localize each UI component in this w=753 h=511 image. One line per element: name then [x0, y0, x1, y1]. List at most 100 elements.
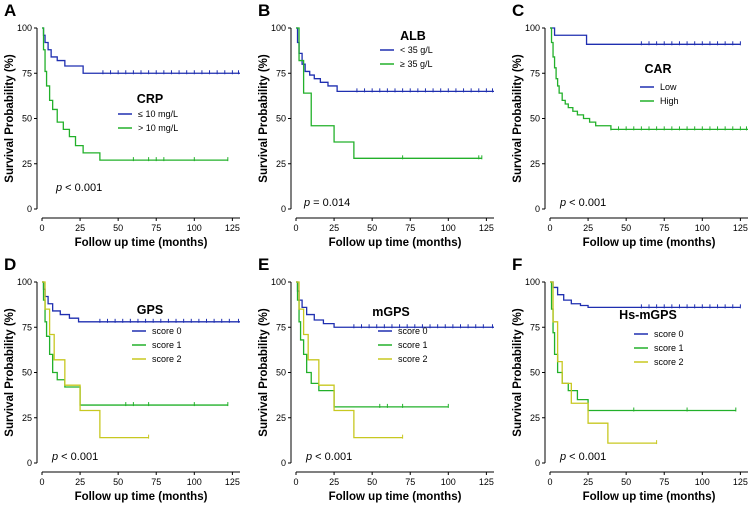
- x-tick-label: 0: [293, 477, 298, 487]
- p-value-symbol: p: [55, 182, 62, 194]
- x-axis-label: Follow up time (months): [583, 491, 716, 503]
- y-tick-label: 75: [276, 322, 286, 332]
- p-value: p < 0.001: [559, 197, 606, 209]
- legend: Low High: [640, 82, 679, 106]
- x-tick-label: 75: [405, 477, 415, 487]
- x-tick-label: 0: [39, 477, 44, 487]
- y-tick-label: 25: [530, 159, 540, 169]
- x-tick-label: 25: [75, 477, 85, 487]
- series-line--10-mg-l: [42, 27, 228, 161]
- x-tick-label: 50: [367, 477, 377, 487]
- y-tick-label: 100: [271, 23, 286, 33]
- p-value-symbol: p: [51, 451, 58, 463]
- panel-letter: E: [258, 255, 269, 274]
- y-tick-label: 0: [535, 204, 540, 214]
- x-tick-label: 125: [225, 477, 240, 487]
- x-tick-label: 100: [441, 477, 456, 487]
- x-tick-label: 0: [547, 223, 552, 233]
- y-tick-label: 50: [22, 114, 32, 124]
- y-tick-label: 0: [281, 204, 286, 214]
- series-line-score-1: [550, 281, 736, 412]
- x-tick-label: 50: [367, 223, 377, 233]
- y-tick-label: 25: [276, 159, 286, 169]
- x-axis-label: Follow up time (months): [583, 237, 716, 249]
- axes: [34, 281, 240, 475]
- y-tick-label: 100: [525, 23, 540, 33]
- legend-label: score 2: [654, 357, 684, 367]
- panel-letter: D: [4, 255, 16, 274]
- y-tick-label: 0: [281, 458, 286, 468]
- x-tick-label: 25: [583, 223, 593, 233]
- series-line-low: [550, 27, 741, 45]
- p-value-number: < 0.001: [58, 451, 98, 463]
- y-tick-label: 0: [535, 458, 540, 468]
- legend-label: score 0: [152, 326, 182, 336]
- p-value-number: = 0.014: [310, 197, 350, 209]
- series-line-high: [550, 27, 748, 131]
- x-tick-label: 50: [113, 477, 123, 487]
- y-tick-label: 25: [530, 413, 540, 423]
- y-axis-label: Survival Probability (%): [258, 54, 270, 183]
- x-tick-label: 25: [583, 477, 593, 487]
- axes: [288, 281, 494, 475]
- panel-title: mGPS: [372, 305, 410, 319]
- legend: ≤ 10 mg/L > 10 mg/L: [118, 109, 178, 133]
- y-tick-label: 75: [276, 68, 286, 78]
- panel-title: CAR: [644, 62, 671, 76]
- legend-label: score 0: [654, 329, 684, 339]
- series-line--35-g-l: [296, 27, 494, 92]
- legend-label: > 10 mg/L: [138, 123, 178, 133]
- y-axis-label: Survival Probability (%): [258, 308, 270, 437]
- series-line-score-1: [42, 281, 228, 406]
- p-value-symbol: p: [305, 451, 312, 463]
- x-axis-label: Follow up time (months): [329, 237, 462, 249]
- p-value-number: < 0.001: [566, 451, 606, 463]
- series-line-score-0: [550, 281, 741, 308]
- panel-title: Hs-mGPS: [619, 308, 677, 322]
- legend-label: score 0: [398, 326, 428, 336]
- p-value-symbol: p: [303, 197, 310, 209]
- legend-label: score 1: [152, 340, 182, 350]
- series-line-score-2: [296, 281, 403, 439]
- axes: [34, 27, 240, 221]
- legend-label: score 1: [654, 343, 684, 353]
- panel-title: ALB: [400, 29, 426, 43]
- y-tick-label: 0: [27, 458, 32, 468]
- legend-label: ≤ 10 mg/L: [138, 109, 178, 119]
- x-tick-label: 100: [695, 223, 710, 233]
- y-tick-label: 100: [17, 277, 32, 287]
- y-tick-label: 50: [530, 114, 540, 124]
- x-tick-label: 125: [479, 477, 494, 487]
- y-tick-label: 50: [276, 114, 286, 124]
- series-line-score-2: [550, 281, 657, 444]
- y-axis-label: Survival Probability (%): [4, 308, 16, 437]
- panel-title: CRP: [137, 92, 163, 106]
- series-line--35-g-l: [296, 27, 482, 159]
- x-tick-label: 50: [113, 223, 123, 233]
- axes: [542, 281, 748, 475]
- y-tick-label: 100: [271, 277, 286, 287]
- x-tick-label: 0: [547, 477, 552, 487]
- panel-letter: F: [512, 255, 522, 274]
- legend: score 0 score 1 score 2: [634, 329, 684, 367]
- y-tick-label: 50: [276, 368, 286, 378]
- p-value: p < 0.001: [51, 451, 98, 463]
- p-value-number: < 0.001: [312, 451, 352, 463]
- p-value: p < 0.001: [55, 182, 102, 194]
- p-value: p < 0.001: [559, 451, 606, 463]
- legend-label: Low: [660, 82, 677, 92]
- x-axis-label: Follow up time (months): [329, 491, 462, 503]
- y-tick-label: 75: [530, 322, 540, 332]
- y-tick-label: 25: [276, 413, 286, 423]
- series-line-score-0: [42, 281, 240, 323]
- y-tick-label: 75: [530, 68, 540, 78]
- legend-label: score 2: [398, 354, 428, 364]
- y-axis-label: Survival Probability (%): [512, 54, 524, 183]
- x-tick-label: 25: [75, 223, 85, 233]
- x-tick-label: 100: [695, 477, 710, 487]
- legend-label: High: [660, 96, 679, 106]
- legend-label: score 2: [152, 354, 182, 364]
- legend-label: ≥ 35 g/L: [400, 59, 432, 69]
- x-tick-label: 75: [659, 223, 669, 233]
